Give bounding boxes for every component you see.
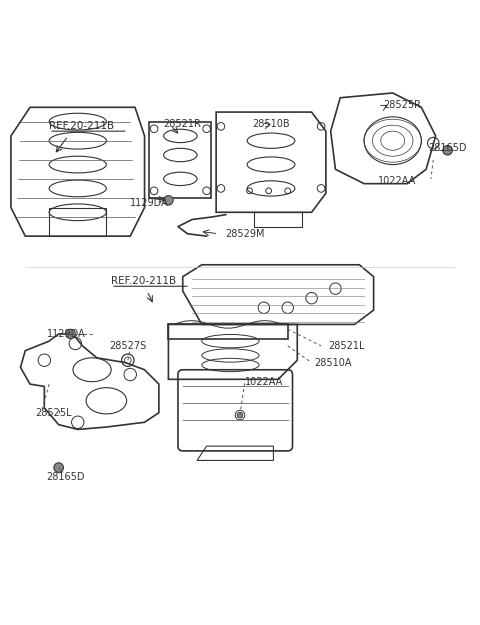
Text: 28165D: 28165D	[47, 472, 85, 482]
Text: REF.20-211B: REF.20-211B	[49, 121, 114, 131]
Text: 28521R: 28521R	[164, 119, 202, 129]
Text: REF.20-211B: REF.20-211B	[111, 276, 176, 286]
Text: 28165D: 28165D	[429, 143, 467, 153]
Text: 28525R: 28525R	[383, 100, 421, 110]
Text: 28527S: 28527S	[109, 341, 146, 351]
Text: 28510B: 28510B	[252, 119, 289, 129]
Circle shape	[54, 463, 63, 472]
Circle shape	[66, 329, 75, 339]
Circle shape	[164, 196, 173, 205]
Text: 28529M: 28529M	[226, 229, 265, 239]
Circle shape	[443, 146, 452, 155]
Circle shape	[237, 412, 243, 418]
Text: 1129DA: 1129DA	[47, 329, 85, 339]
Text: 28525L: 28525L	[35, 408, 72, 418]
Text: 1022AA: 1022AA	[245, 377, 283, 387]
Text: 28521L: 28521L	[328, 341, 365, 351]
Text: 1129DA: 1129DA	[130, 198, 169, 208]
Text: 28510A: 28510A	[314, 357, 351, 367]
Text: 1022AA: 1022AA	[378, 176, 417, 186]
